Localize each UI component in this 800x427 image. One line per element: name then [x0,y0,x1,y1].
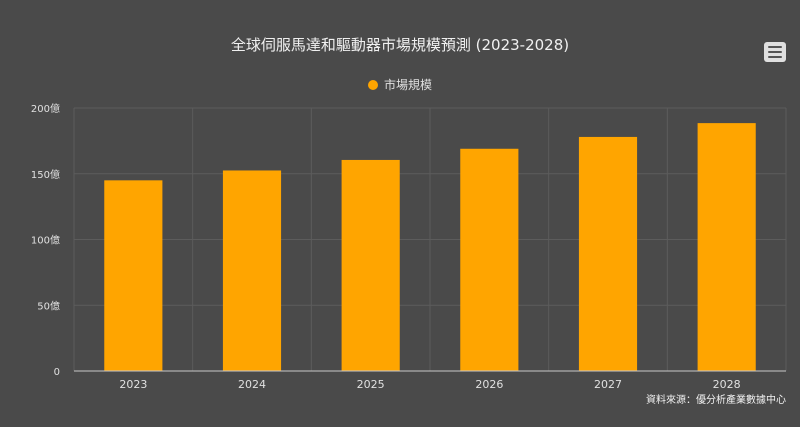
y-tick-label: 150億 [31,168,60,181]
bar [578,136,638,371]
y-tick-label: 50億 [37,299,60,312]
x-tick-label: 2028 [713,378,741,391]
source-note: 資料來源：優分析產業數據中心 [646,395,786,406]
legend-swatch [367,79,378,90]
legend-label: 市場規模 [383,78,432,92]
legend[interactable]: 市場規模 [0,76,800,93]
x-tick-label: 2024 [238,378,266,391]
bar [460,148,519,371]
menu-bar [768,51,782,53]
y-tick-label: 100億 [31,234,60,247]
x-tick-label: 2023 [119,378,147,391]
bar [104,180,163,371]
chart-title: 全球伺服馬達和驅動器市場規模預測 (2023-2028) [230,36,570,54]
y-tick-label: 200億 [31,102,60,115]
hamburger-menu-icon[interactable] [764,42,786,62]
x-tick-label: 2025 [357,378,385,391]
bar [341,159,400,371]
x-tick-label: 2027 [594,378,622,391]
bar [697,123,756,371]
bar [222,170,282,371]
y-tick-label: 0 [54,367,60,378]
menu-bar [768,46,782,48]
x-tick-label: 2026 [475,378,503,391]
menu-bar [768,56,782,58]
